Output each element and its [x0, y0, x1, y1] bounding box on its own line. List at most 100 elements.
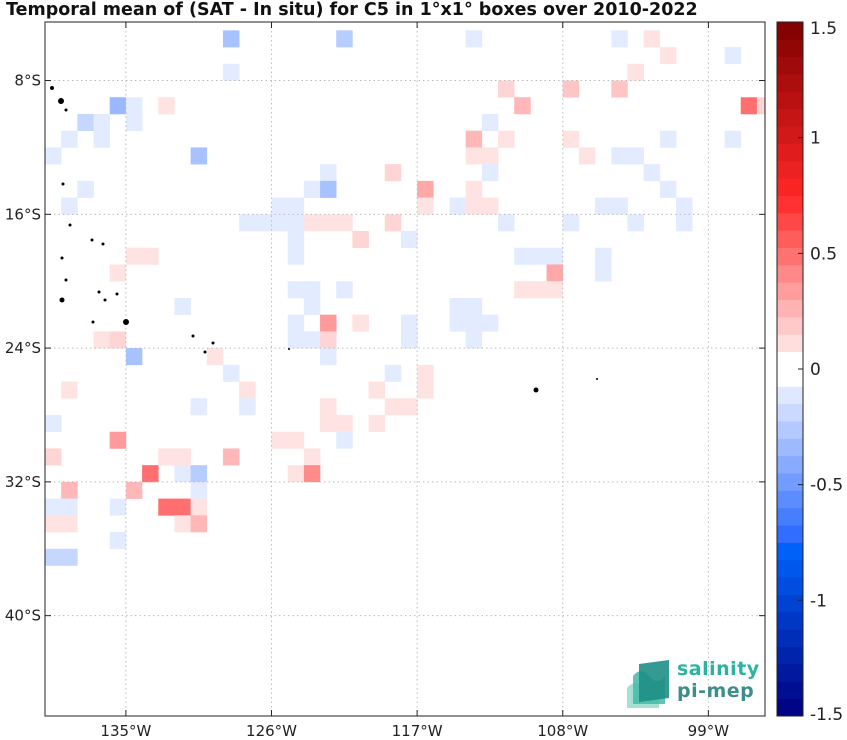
grid-cell [368, 381, 386, 399]
grid-cell [125, 113, 143, 131]
lat-tick-label: 32°S [5, 473, 41, 491]
grid-cell [481, 164, 499, 182]
island [191, 334, 195, 338]
grid-cell [287, 197, 305, 215]
grid-cell [336, 30, 353, 48]
colorbar-swatch [777, 22, 803, 40]
grid-cell [724, 47, 742, 65]
colorbar-tick-label: -1.5 [810, 705, 843, 725]
grid-cell [271, 431, 288, 449]
colorbar-swatch [777, 39, 803, 58]
colorbar-swatch [777, 473, 803, 491]
grid-cell [627, 214, 644, 232]
grid-cell [449, 197, 466, 215]
grid-cell [562, 80, 580, 98]
grid-cell [109, 431, 127, 449]
grid-cell [724, 130, 742, 148]
grid-cell [336, 414, 353, 433]
grid-cell [384, 164, 402, 182]
grid-cell [320, 331, 337, 349]
grid-cell [627, 147, 644, 165]
colorbar-swatch [777, 507, 803, 526]
grid-cell [514, 281, 531, 299]
grid-cell [320, 180, 337, 198]
colorbar-swatch [777, 542, 803, 561]
colorbar-swatch [777, 334, 803, 353]
chart-title: Temporal mean of (SAT - In situ) for C5 … [6, 0, 698, 20]
grid-cell [45, 515, 62, 533]
grid-cell [271, 197, 288, 215]
colorbar-swatch [777, 195, 803, 214]
grid-cell [142, 465, 159, 483]
colorbar-swatch [777, 525, 803, 543]
grid-cell [676, 197, 693, 215]
grid-cell [61, 515, 78, 533]
grid-cell [174, 498, 191, 516]
grid-cell [61, 130, 78, 148]
colorbar-swatch [777, 369, 803, 387]
grid-cell [481, 197, 499, 215]
colorbar-tick-label: 1 [810, 129, 821, 149]
grid-cell [336, 281, 353, 299]
colorbar-swatch [777, 351, 803, 370]
colorbar-swatch [777, 91, 803, 110]
grid-cell [595, 247, 612, 265]
grid-cell [659, 47, 677, 65]
grid-cell [158, 448, 175, 466]
grid-cell [142, 247, 159, 265]
island [533, 387, 539, 393]
grid-cell [481, 147, 499, 165]
colorbar-swatch [777, 178, 803, 196]
grid-cell [384, 398, 402, 416]
grid-cell [676, 214, 693, 232]
grid-cell [303, 331, 321, 349]
grid-cell [336, 214, 353, 232]
colorbar-swatch [777, 56, 803, 75]
grid-cell [158, 97, 175, 115]
grid-cell [611, 30, 628, 48]
grid-cell [384, 364, 402, 382]
grid-cell [287, 314, 305, 332]
grid-cell [611, 80, 628, 98]
salinity-pi-mep-logo: salinity pi-mep [625, 656, 765, 712]
grid-cell [190, 465, 208, 483]
grid-cell [562, 214, 580, 232]
colorbar-swatch [777, 611, 803, 630]
island [211, 341, 215, 345]
colorbar-tick-label: 0.5 [810, 244, 837, 264]
grid-cell [109, 532, 127, 550]
grid-cell [125, 97, 143, 115]
grid-cell [498, 80, 515, 98]
island [60, 256, 64, 260]
island [115, 292, 119, 296]
colorbar-swatch [777, 559, 803, 578]
colorbar-swatch [777, 282, 803, 300]
colorbar-swatch [777, 681, 803, 700]
island [61, 182, 65, 186]
grid-cell [45, 147, 62, 165]
grid-cell [174, 297, 191, 315]
grid-cell [190, 498, 208, 516]
lat-tick-label: 8°S [14, 72, 41, 90]
colorbar-swatch [777, 108, 803, 127]
grid-cell [400, 231, 418, 249]
grid-cell [384, 214, 402, 232]
grid-lines [45, 22, 765, 716]
colorbar-swatch [777, 264, 803, 283]
grid-cell [303, 214, 321, 232]
grid-cell [449, 314, 466, 332]
grid-cell [756, 97, 765, 115]
grid-cell [45, 414, 62, 433]
grid-cell [578, 147, 596, 165]
grid-cell [190, 398, 208, 416]
grid-cell [61, 197, 78, 215]
island [50, 86, 54, 90]
grid-cell [320, 214, 337, 232]
colorbar-tick-label: -1 [810, 591, 827, 611]
grid-cell [61, 498, 78, 516]
colorbar-swatch [777, 438, 803, 457]
colorbar-swatch [777, 316, 803, 335]
grid-cell [659, 130, 677, 148]
grid-cell [546, 247, 564, 265]
island [68, 223, 72, 227]
